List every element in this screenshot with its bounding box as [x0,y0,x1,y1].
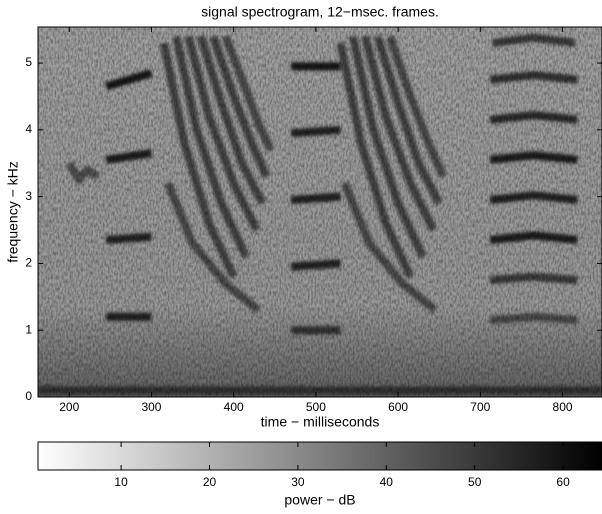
x-tick-label: 300 [141,400,161,414]
colorbar-label: power − dB [284,492,355,508]
x-tick-label: 500 [306,400,326,414]
colorbar-tick-label: 50 [468,475,482,489]
y-tick-label: 3 [25,189,32,203]
plot-frame [37,26,602,398]
x-tick-label: 800 [553,400,573,414]
x-tick-label: 200 [59,400,79,414]
y-tick-label: 2 [25,256,32,270]
x-axis-label: time − milliseconds [261,414,380,430]
x-tick-label: 600 [388,400,408,414]
x-tick-label: 400 [224,400,244,414]
colorbar-tick-label: 30 [291,475,305,489]
y-tick-label: 1 [25,322,32,336]
chart-title: signal spectrogram, 12−msec. frames. [201,4,439,20]
colorbar-tick-label: 40 [380,475,394,489]
colorbar-tick-label: 10 [114,475,128,489]
y-tick-label: 0 [25,389,32,403]
y-tick-label: 5 [25,55,32,69]
colorbar [37,441,602,471]
y-axis-label: frequency − kHz [5,161,21,263]
plot-area [38,27,602,397]
noise-texture [38,27,602,397]
colorbar-tick-label: 60 [556,475,570,489]
x-tick-label: 700 [470,400,490,414]
y-tick-label: 4 [25,122,32,136]
colorbar-tick-label: 20 [203,475,217,489]
